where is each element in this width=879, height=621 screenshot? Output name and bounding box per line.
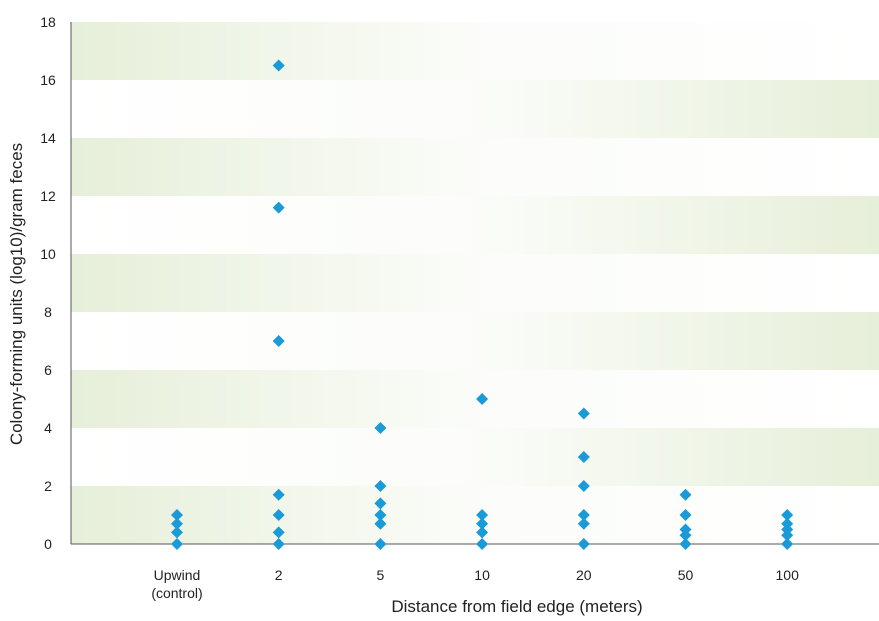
grid-band (71, 196, 879, 254)
x-tick-label: 5 (377, 567, 385, 583)
data-point (171, 517, 183, 530)
data-point (577, 480, 590, 492)
y-tick-label: 4 (44, 420, 52, 436)
y-tick-label: 2 (44, 478, 52, 494)
data-points (171, 59, 794, 550)
data-point (577, 509, 590, 521)
x-tick-label: (control) (151, 585, 202, 601)
x-tick-label: 100 (776, 567, 800, 583)
data-point (476, 526, 489, 539)
data-point (374, 517, 387, 530)
y-tick-label: 0 (44, 536, 52, 552)
grid-band (71, 80, 879, 138)
grid-band (71, 138, 879, 196)
background-bands (71, 22, 879, 544)
data-point (272, 335, 285, 347)
data-point (679, 538, 692, 550)
y-tick-labels: 0 2 4 6 8 10 12 14 16 18 (40, 14, 56, 552)
grid-band (71, 428, 879, 486)
data-point (374, 509, 387, 521)
data-point (171, 509, 183, 521)
data-point (272, 201, 285, 214)
data-point (781, 517, 794, 530)
data-point (272, 59, 285, 72)
x-tick-label: Upwind (154, 567, 201, 583)
grid-band (71, 486, 879, 544)
data-point (476, 509, 489, 521)
grid-band (71, 254, 879, 312)
y-tick-label: 18 (40, 14, 56, 30)
x-axis-title: Distance from field edge (meters) (391, 597, 642, 616)
data-point (679, 488, 692, 501)
y-tick-label: 12 (40, 188, 56, 204)
data-point (374, 497, 387, 510)
data-point (577, 407, 590, 420)
data-point (577, 538, 590, 550)
y-tick-label: 10 (40, 246, 56, 262)
data-point (171, 526, 183, 539)
y-tick-label: 16 (40, 72, 56, 88)
y-tick-label: 14 (40, 130, 56, 146)
data-point (679, 523, 692, 536)
data-point (476, 538, 489, 550)
data-point (272, 538, 285, 550)
x-tick-label: 50 (678, 567, 694, 583)
y-tick-label: 6 (44, 362, 52, 378)
axes (70, 22, 879, 545)
data-point (679, 509, 692, 521)
data-point (374, 538, 387, 550)
data-point (577, 517, 590, 530)
data-point (781, 538, 794, 550)
x-tick-label: 10 (474, 567, 490, 583)
data-point (577, 451, 590, 463)
grid-band (71, 312, 879, 370)
x-tick-label: 2 (275, 567, 283, 583)
grid-band (71, 22, 879, 80)
data-point (476, 517, 489, 530)
y-tick-label: 8 (44, 304, 52, 320)
grid-band (71, 370, 879, 428)
data-point (171, 538, 183, 550)
data-point (272, 526, 285, 539)
x-tick-labels: Upwind (control) 2 5 10 20 50 100 (151, 567, 799, 601)
x-tick-label: 20 (576, 567, 592, 583)
data-point (272, 488, 285, 501)
data-point (374, 480, 387, 492)
data-point (374, 422, 387, 434)
data-point (781, 509, 794, 521)
data-point (272, 509, 285, 521)
y-axis-title: Colony-forming units (log10)/gram feces (7, 143, 26, 445)
data-point (476, 393, 489, 405)
